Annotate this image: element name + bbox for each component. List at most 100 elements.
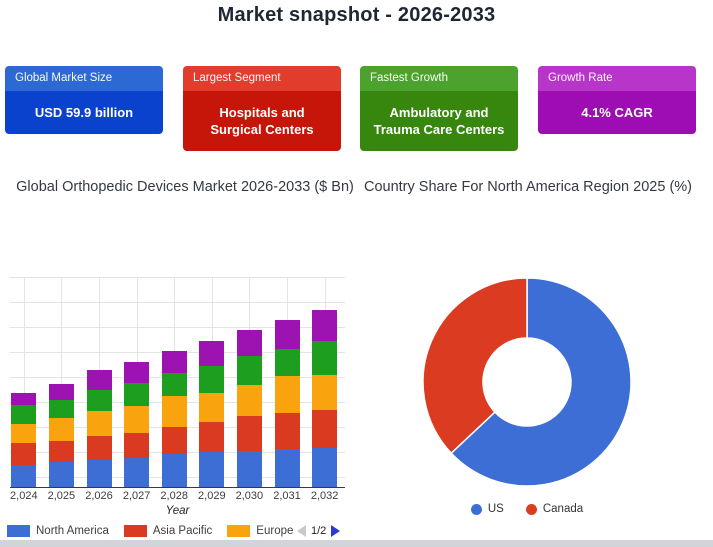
legend-prev-icon[interactable]	[297, 525, 306, 537]
bar-segment-north-america-2032[interactable]	[312, 448, 338, 487]
stacked-bar-chart: Year North America Asia Pacific Europe 1/2…	[0, 268, 372, 547]
bar-segment-europe-2026[interactable]	[86, 411, 112, 436]
bar-segment-series5-2027[interactable]	[124, 362, 150, 383]
bar-segment-asia-pacific-2032[interactable]	[312, 410, 338, 448]
card-growth-rate: Growth Rate 4.1% CAGR	[538, 66, 696, 134]
card-growth-rate-label: Growth Rate	[538, 66, 696, 91]
bar-segment-series4-2028[interactable]	[161, 373, 187, 396]
bar-segment-europe-2029[interactable]	[199, 393, 225, 422]
donut-chart-legend: US Canada	[341, 503, 713, 515]
legend-item-north-america: North America	[7, 525, 109, 537]
bar-segment-north-america-2029[interactable]	[199, 452, 225, 487]
bar-segment-series4-2032[interactable]	[312, 341, 338, 375]
bar-segment-asia-pacific-2025[interactable]	[48, 441, 74, 462]
bar-chart-plot-area	[10, 272, 345, 488]
bar-segment-europe-2030[interactable]	[236, 385, 262, 416]
bar-segment-series4-2026[interactable]	[86, 390, 112, 411]
horizontal-scrollbar[interactable]	[0, 540, 713, 547]
legend-item-asia-pacific: Asia Pacific	[123, 525, 213, 537]
x-tick-label: 2,028	[160, 490, 188, 502]
page-title: Market snapshot - 2026-2033	[217, 4, 496, 26]
card-global-market-size-label: Global Market Size	[5, 66, 163, 91]
legend-swatch	[7, 525, 30, 537]
card-global-market-size: Global Market Size USD 59.9 billion	[5, 66, 163, 134]
bar-segment-north-america-2030[interactable]	[236, 451, 262, 487]
x-tick-label: 2,031	[273, 490, 301, 502]
bar-segment-asia-pacific-2026[interactable]	[86, 436, 112, 460]
bar-segment-north-america-2027[interactable]	[124, 458, 150, 487]
bar-segment-north-america-2025[interactable]	[48, 462, 74, 487]
bar-segment-series4-2029[interactable]	[199, 366, 225, 393]
bar-segment-series5-2030[interactable]	[236, 330, 262, 356]
x-tick-label: 2,030	[235, 490, 264, 502]
card-growth-rate-value: 4.1% CAGR	[538, 91, 696, 134]
legend-label: Asia Pacific	[152, 525, 213, 537]
legend-pagination: 1/2	[297, 525, 341, 537]
bar-segment-series5-2031[interactable]	[274, 320, 300, 349]
bar-segment-europe-2028[interactable]	[161, 396, 187, 427]
legend-label: North America	[36, 525, 109, 537]
legend-dot	[470, 503, 482, 515]
bar-segment-series5-2025[interactable]	[48, 384, 74, 400]
card-largest-segment: Largest Segment Hospitals and Surgical C…	[183, 66, 341, 151]
bar-segment-series5-2026[interactable]	[86, 370, 112, 390]
x-tick-label: 2,026	[85, 490, 113, 502]
bar-segment-series4-2024[interactable]	[11, 405, 37, 424]
gridline-vertical	[61, 277, 63, 487]
card-fastest-growth-value: Ambulatory and Trauma Care Centers	[360, 91, 518, 151]
legend-swatch	[227, 525, 251, 537]
bar-segment-north-america-2026[interactable]	[86, 460, 112, 487]
bar-segment-asia-pacific-2024[interactable]	[11, 443, 37, 465]
gridline-horizontal	[10, 327, 345, 328]
bar-segment-north-america-2031[interactable]	[274, 449, 300, 487]
card-global-market-size-value: USD 59.9 billion	[5, 91, 163, 134]
legend-label: US	[487, 503, 504, 515]
legend-item-canada: Canada	[525, 503, 584, 515]
card-fastest-growth: Fastest Growth Ambulatory and Trauma Car…	[360, 66, 518, 151]
legend-label: Europe	[256, 525, 294, 537]
bar-segment-series5-2029[interactable]	[199, 341, 225, 366]
x-tick-label: 2,029	[198, 490, 226, 502]
card-fastest-growth-label: Fastest Growth	[360, 66, 518, 91]
bar-segment-asia-pacific-2031[interactable]	[274, 413, 300, 449]
bar-segment-series5-2032[interactable]	[312, 310, 338, 341]
bar-segment-series4-2030[interactable]	[236, 356, 262, 385]
bar-segment-series4-2027[interactable]	[124, 383, 150, 406]
donut-chart-title: Country Share For North America Region 2…	[363, 179, 692, 195]
bar-segment-series4-2025[interactable]	[48, 400, 74, 418]
donut-slice-us[interactable]	[450, 277, 632, 487]
bar-segment-europe-2024[interactable]	[11, 424, 37, 443]
bar-segment-north-america-2028[interactable]	[161, 454, 187, 487]
x-tick-label: 2,027	[122, 490, 151, 502]
bar-segment-series5-2028[interactable]	[161, 351, 187, 373]
gridline-vertical	[23, 277, 25, 487]
bar-segment-europe-2032[interactable]	[312, 375, 338, 410]
legend-dot	[525, 503, 537, 515]
card-largest-segment-value: Hospitals and Surgical Centers	[183, 91, 341, 151]
bar-segment-asia-pacific-2027[interactable]	[124, 433, 150, 458]
legend-swatch	[123, 525, 147, 537]
gridline-horizontal	[10, 302, 345, 303]
bar-segment-asia-pacific-2030[interactable]	[236, 416, 262, 451]
bar-segment-asia-pacific-2029[interactable]	[199, 422, 225, 452]
x-tick-label: 2,032	[310, 490, 339, 502]
bar-segment-europe-2031[interactable]	[274, 376, 300, 413]
bar-segment-north-america-2024[interactable]	[11, 465, 37, 487]
x-tick-label: 2,024	[10, 490, 38, 502]
bar-segment-asia-pacific-2028[interactable]	[161, 427, 187, 454]
x-tick-label: 2,025	[47, 490, 76, 502]
donut-slice-canada[interactable]	[422, 277, 528, 455]
gridline-horizontal	[10, 277, 345, 278]
legend-label: Canada	[542, 503, 584, 515]
bar-segment-series4-2031[interactable]	[274, 349, 300, 376]
bar-segment-europe-2025[interactable]	[48, 418, 74, 441]
legend-page-indicator: 1/2	[311, 525, 327, 537]
donut-chart: US Canada	[341, 260, 713, 547]
bar-chart-title: Global Orthopedic Devices Market 2026-20…	[16, 179, 354, 195]
donut-chart-svg	[422, 277, 632, 487]
x-axis-title: Year	[165, 505, 190, 517]
bar-segment-series5-2024[interactable]	[11, 393, 37, 405]
bar-segment-europe-2027[interactable]	[124, 406, 150, 433]
legend-next-icon[interactable]	[331, 525, 341, 537]
card-largest-segment-label: Largest Segment	[183, 66, 341, 91]
